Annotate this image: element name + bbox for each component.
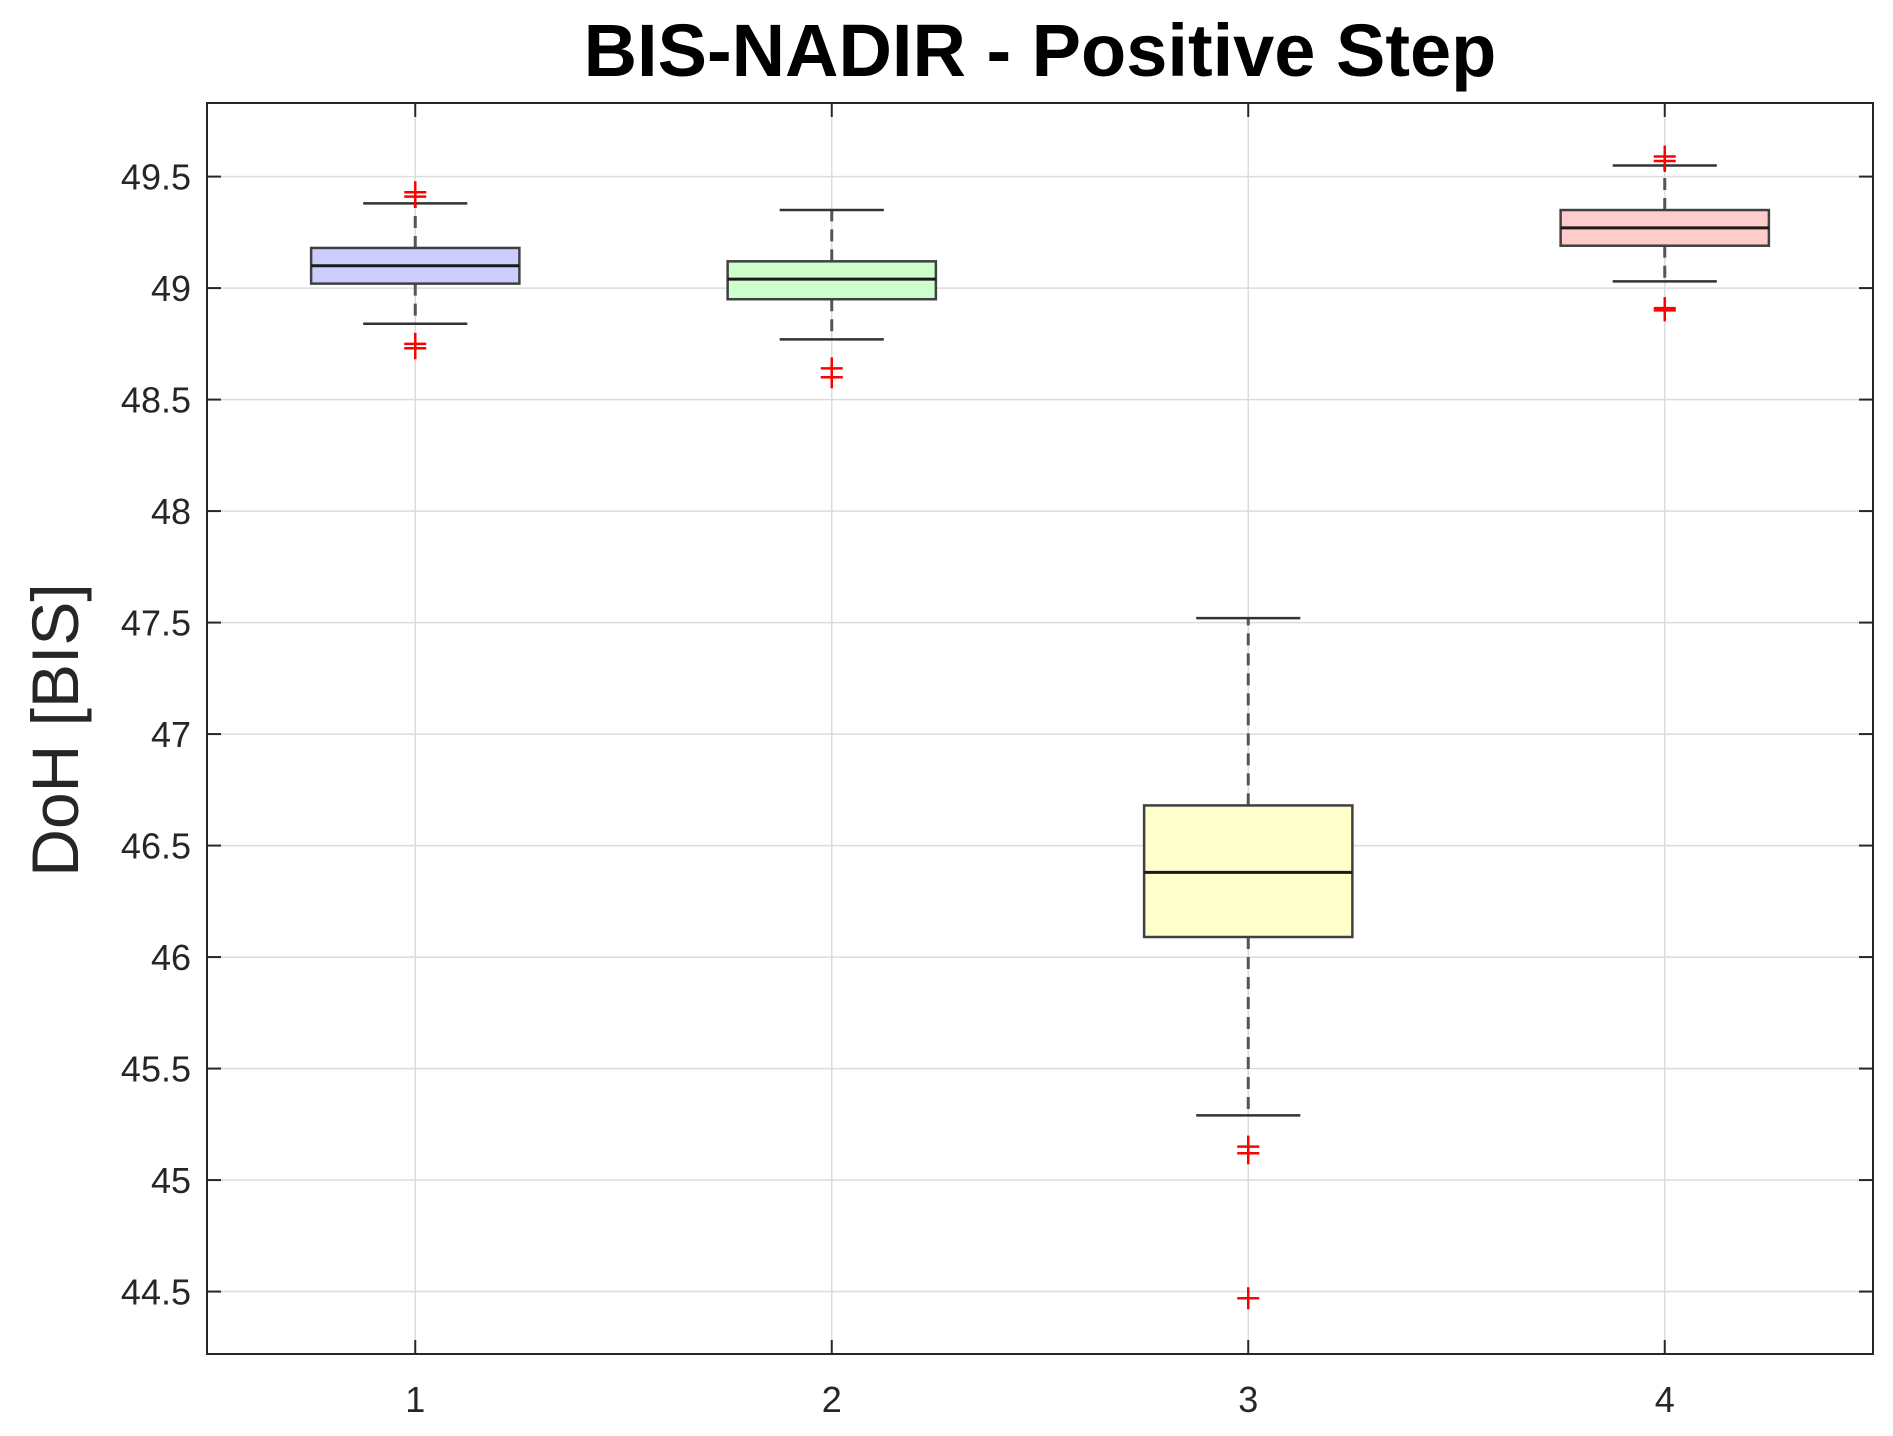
plot-area-frame: [206, 102, 1874, 1355]
chart-title: BIS-NADIR - Positive Step: [584, 9, 1497, 92]
outlier-marker: [1237, 1287, 1260, 1310]
x-tick-label: 4: [1655, 1379, 1675, 1420]
box-group-2: [726, 208, 938, 389]
y-axis-label: DoH [BIS]: [18, 583, 92, 876]
outlier-marker: [404, 181, 427, 204]
box-group-4: [1559, 145, 1771, 322]
x-tick-label: 1: [405, 1379, 425, 1420]
box-group-1: [309, 181, 521, 360]
grid-lines: [207, 103, 1873, 1354]
outlier-marker: [1653, 297, 1676, 320]
y-tick-label: 45: [151, 1160, 191, 1201]
y-tick-label: 45.5: [121, 1049, 191, 1090]
axis-ticks: 44.5 45 45.5 46 46.5 47 47.5 48 48.5 49 49.5 1 2 3 4: [121, 103, 1873, 1420]
y-tick-label: 47.5: [121, 603, 191, 644]
x-tick-label: 3: [1238, 1379, 1258, 1420]
y-tick-label: 47: [151, 714, 191, 755]
y-tick-label: 46.5: [121, 826, 191, 867]
outlier-marker: [1237, 1135, 1260, 1158]
y-tick-label: 46: [151, 937, 191, 978]
outlier-marker: [404, 332, 427, 355]
y-tick-label: 48.5: [121, 380, 191, 421]
y-tick-label: 48: [151, 491, 191, 532]
x-tick-label: 2: [822, 1379, 842, 1420]
y-tick-label: 49: [151, 268, 191, 309]
box-group-3: [1142, 616, 1354, 1310]
outlier-marker: [820, 357, 843, 380]
y-tick-label: 44.5: [121, 1272, 191, 1313]
box-series: [309, 145, 1771, 1310]
outlier-marker: [1653, 145, 1676, 168]
y-tick-label: 49.5: [121, 157, 191, 198]
